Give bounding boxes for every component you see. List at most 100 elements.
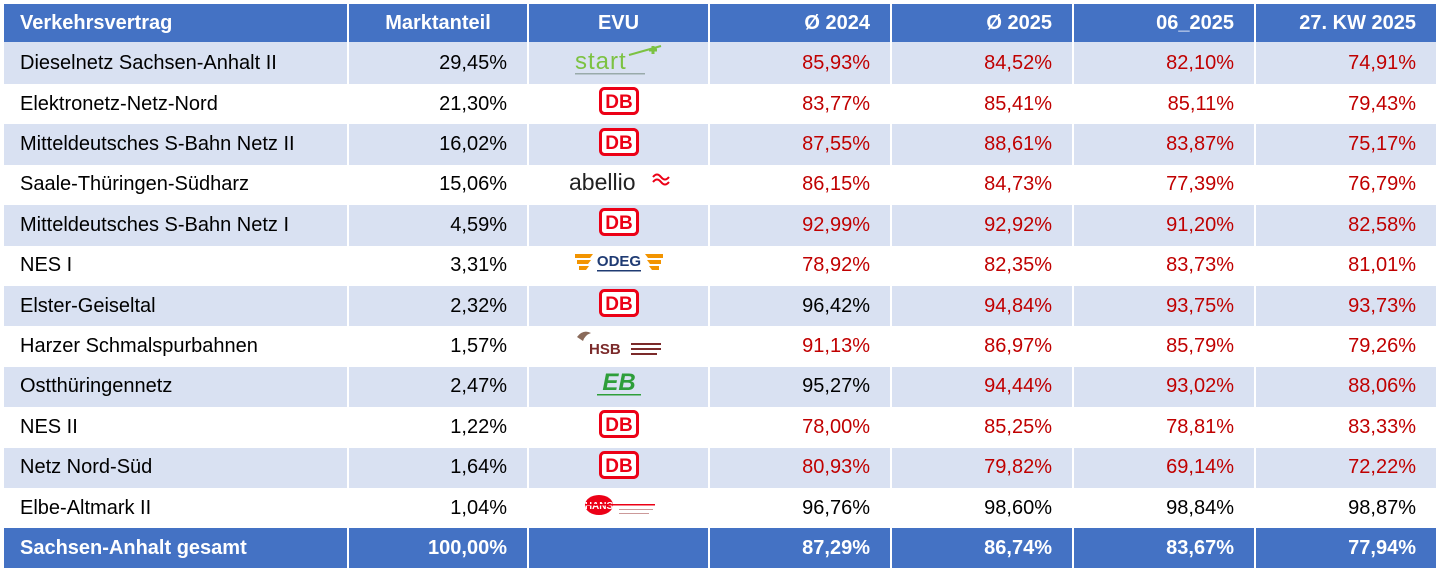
- header-row: Verkehrsvertrag Marktanteil EVU Ø 2024 Ø…: [4, 4, 1436, 42]
- kw27-2025-value: 98,87%: [1254, 487, 1436, 529]
- avg-2024-value: 80,93%: [708, 447, 891, 488]
- kw27-2025-value: 75,17%: [1254, 124, 1436, 165]
- market-share: 1,57%: [347, 326, 528, 367]
- market-share: 1,22%: [347, 407, 528, 448]
- db-logo: DB: [598, 127, 639, 162]
- svg-text:abellio: abellio: [569, 169, 636, 195]
- avg-2025-value: 94,44%: [890, 366, 1073, 408]
- svg-text:DB: DB: [605, 133, 632, 154]
- kw27-2025-value: 88,06%: [1254, 366, 1436, 408]
- avg-2025-value: 94,84%: [890, 285, 1073, 327]
- table-row: Elbe-Altmark II 1,04% HANS 96,76% 98,60% 98,8…: [4, 487, 1436, 529]
- svg-text:HANS: HANS: [584, 501, 613, 512]
- svg-text:start: start: [575, 48, 627, 75]
- evu-logo-cell: DB: [527, 407, 709, 448]
- contract-name: Netz Nord-Süd: [20, 456, 153, 479]
- avg-2025-value: 86,97%: [890, 326, 1073, 367]
- svg-text:DB: DB: [605, 456, 632, 477]
- avg-2025-value: 98,60%: [890, 487, 1073, 529]
- contract-name: NES I: [20, 254, 73, 277]
- avg-2024-value: 83,77%: [708, 84, 891, 125]
- kw27-2025-value: 83,33%: [1254, 407, 1436, 448]
- avg-2025-value: 84,73%: [890, 164, 1073, 206]
- june-2025-value: 85,79%: [1072, 326, 1255, 367]
- market-share: 1,04%: [347, 487, 528, 529]
- kw27-2025-value: 74,91%: [1254, 42, 1436, 84]
- contract-name: NES II: [20, 415, 78, 438]
- june-2025-value: 85,11%: [1072, 84, 1255, 125]
- svg-text:DB: DB: [605, 92, 632, 113]
- table-row: Ostthüringennetz 2,47% EB 95,27% 94,44% 93,02…: [4, 366, 1436, 408]
- june-2025-value: 77,39%: [1072, 164, 1255, 206]
- market-share: 16,02%: [347, 124, 528, 165]
- total-label: Sachsen-Anhalt gesamt: [20, 536, 247, 559]
- evu-logo-cell: start: [527, 42, 709, 84]
- odeg-logo: ODEG: [573, 248, 665, 284]
- db-logo: DB: [598, 410, 639, 444]
- avg-2025-value: 85,25%: [890, 407, 1073, 448]
- svg-text:EB: EB: [602, 369, 635, 396]
- header-june-2025: 06_2025: [1072, 4, 1255, 42]
- svg-text:HSB: HSB: [589, 341, 621, 358]
- table-row: Mitteldeutsches S-Bahn Netz II 16,02% DB 87…: [4, 124, 1436, 165]
- header-avg-2024: Ø 2024: [708, 4, 891, 42]
- avg-2025-value: 92,92%: [890, 205, 1073, 246]
- avg-2025-value: 79,82%: [890, 447, 1073, 488]
- table-row: Mitteldeutsches S-Bahn Netz I 4,59% DB 92,9…: [4, 205, 1436, 246]
- table-row: Elektronetz-Netz-Nord 21,30% DB 83,77% 85,41…: [4, 84, 1436, 125]
- evu-logo-cell: abellio: [527, 164, 709, 206]
- total-row: Sachsen-Anhalt gesamt 100,00% 87,29% 86,…: [4, 528, 1436, 569]
- total-kw27-2025: 77,94%: [1254, 528, 1436, 569]
- market-share: 2,47%: [347, 366, 528, 408]
- avg-2024-value: 78,92%: [708, 245, 891, 286]
- avg-2025-value: 85,41%: [890, 84, 1073, 125]
- june-2025-value: 98,84%: [1072, 487, 1255, 529]
- evu-logo-cell: DB: [527, 84, 709, 125]
- kw27-2025-value: 72,22%: [1254, 447, 1436, 488]
- june-2025-value: 69,14%: [1072, 447, 1255, 488]
- avg-2025-value: 82,35%: [890, 245, 1073, 286]
- june-2025-value: 83,73%: [1072, 245, 1255, 286]
- svg-text:DB: DB: [605, 415, 632, 436]
- db-logo: DB: [598, 289, 639, 323]
- market-share: 29,45%: [347, 42, 528, 84]
- table-row: Dieselnetz Sachsen-Anhalt II 29,45% start 8…: [4, 42, 1436, 84]
- avg-2025-value: 84,52%: [890, 42, 1073, 84]
- avg-2024-value: 95,27%: [708, 366, 891, 408]
- kw27-2025-value: 81,01%: [1254, 245, 1436, 286]
- table-row: NES II 1,22% DB 78,00% 85,25% 78,81% 83,33%: [4, 407, 1436, 448]
- total-june-2025: 83,67%: [1072, 528, 1255, 569]
- table-row: Elster-Geiseltal 2,32% DB 96,42% 94,84% 93,75…: [4, 285, 1436, 327]
- contract-name: Elster-Geiseltal: [20, 294, 156, 317]
- svg-text:ODEG: ODEG: [596, 253, 640, 270]
- june-2025-value: 78,81%: [1072, 407, 1255, 448]
- evu-logo-cell: DB: [527, 285, 709, 327]
- market-share: 15,06%: [347, 164, 528, 206]
- table-row: Saale-Thüringen-Südharz 15,06% abellio 86,1…: [4, 164, 1436, 206]
- contract-name: Saale-Thüringen-Südharz: [20, 173, 250, 196]
- avg-2025-value: 88,61%: [890, 124, 1073, 165]
- header-evu: EVU: [527, 4, 709, 42]
- avg-2024-value: 91,13%: [708, 326, 891, 367]
- contract-name: Dieselnetz Sachsen-Anhalt II: [20, 51, 277, 74]
- evu-logo-cell: EB: [527, 366, 709, 408]
- avg-2024-value: 86,15%: [708, 164, 891, 206]
- eb-logo: EB: [583, 368, 655, 406]
- db-logo: DB: [598, 208, 639, 242]
- db-logo: DB: [598, 87, 639, 121]
- evu-logo-cell: HSB: [527, 326, 709, 367]
- abellio-logo: abellio: [567, 167, 671, 203]
- table-row: Harzer Schmalspurbahnen 1,57% HSB 91,13% 86,…: [4, 326, 1436, 367]
- evu-logo-cell: DB: [527, 447, 709, 488]
- header-share: Marktanteil: [347, 4, 528, 42]
- hans-logo: HANS: [579, 490, 659, 526]
- kw27-2025-value: 76,79%: [1254, 164, 1436, 206]
- contract-name: Elektronetz-Netz-Nord: [20, 92, 218, 115]
- total-avg-2025: 86,74%: [890, 528, 1073, 569]
- market-share: 1,64%: [347, 447, 528, 488]
- kw27-2025-value: 79,43%: [1254, 84, 1436, 125]
- june-2025-value: 83,87%: [1072, 124, 1255, 165]
- evu-logo-cell: DB: [527, 124, 709, 165]
- contract-name: Elbe-Altmark II: [20, 496, 152, 519]
- kw27-2025-value: 93,73%: [1254, 285, 1436, 327]
